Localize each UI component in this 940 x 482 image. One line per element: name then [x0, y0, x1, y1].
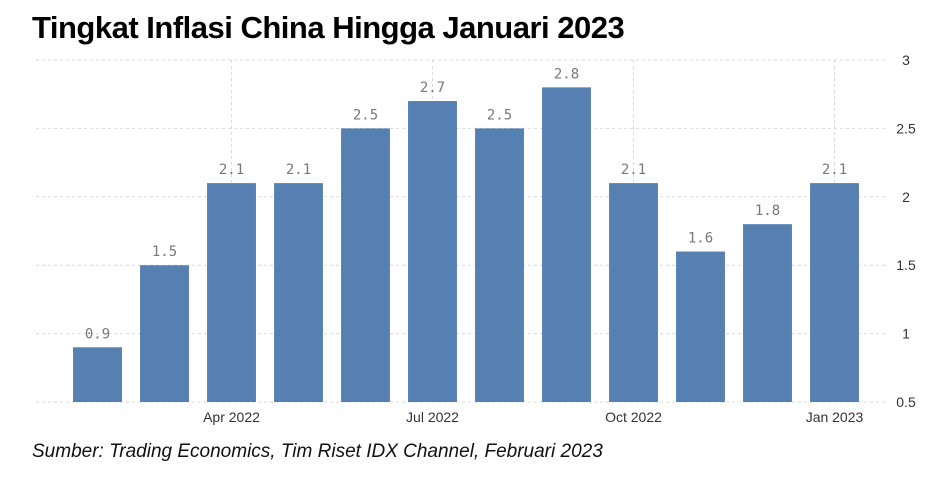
bar: [475, 128, 524, 402]
bar-layer: [73, 87, 859, 403]
bar-value-label: 2.1: [822, 162, 847, 178]
chart-title: Tingkat Inflasi China Hingga Januari 202…: [32, 10, 625, 45]
bar-value-label: 2.5: [487, 107, 512, 123]
data-label-layer: 0.9 1.5 2.1 2.1 2.5 2.7 2.5 2.8 2.1 1.6 1.8 2.1: [85, 66, 847, 342]
bar-value-label: 1.5: [152, 244, 177, 260]
y-tick-label: 3: [902, 52, 910, 68]
y-axis-ticks: 0.5 1 1.5 2 2.5 3: [896, 52, 916, 410]
bar: [743, 224, 792, 402]
bar: [341, 128, 390, 402]
bar-value-label: 2.7: [420, 80, 445, 96]
y-tick-label: 1.5: [896, 257, 916, 273]
bar: [810, 183, 859, 402]
bar-value-label: 0.9: [85, 326, 110, 342]
x-tick-label: Oct 2022: [605, 409, 662, 425]
bar-value-label: 2.5: [353, 107, 378, 123]
x-tick-label: Apr 2022: [203, 409, 260, 425]
bar-value-label: 2.8: [554, 66, 579, 82]
bar-value-label: 1.6: [688, 231, 713, 247]
bar-value-label: 1.8: [755, 203, 780, 219]
bar: [609, 183, 658, 402]
bar: [274, 183, 323, 402]
bar: [408, 101, 457, 402]
x-axis-ticks: Apr 2022 Jul 2022 Oct 2022 Jan 2023: [203, 409, 863, 425]
bar-value-label: 2.1: [621, 162, 646, 178]
y-tick-label: 2.5: [896, 120, 916, 136]
bar: [542, 87, 591, 403]
bar: [140, 265, 189, 402]
y-tick-label: 1: [902, 326, 910, 342]
inflation-bar-chart: 0.9 1.5 2.1 2.1 2.5 2.7 2.5 2.8 2.1 1.6 1.8 2.1 0.5…: [36, 52, 916, 425]
bar-value-label: 2.1: [219, 162, 244, 178]
x-tick-label: Jan 2023: [806, 409, 864, 425]
source-note: Sumber: Trading Economics, Tim Riset IDX…: [32, 441, 603, 462]
bar: [207, 183, 256, 402]
y-tick-label: 0.5: [896, 394, 916, 410]
bar: [676, 251, 725, 402]
x-tick-label: Jul 2022: [406, 409, 459, 425]
y-tick-label: 2: [902, 189, 910, 205]
bar-value-label: 2.1: [286, 162, 311, 178]
bar: [73, 347, 122, 402]
